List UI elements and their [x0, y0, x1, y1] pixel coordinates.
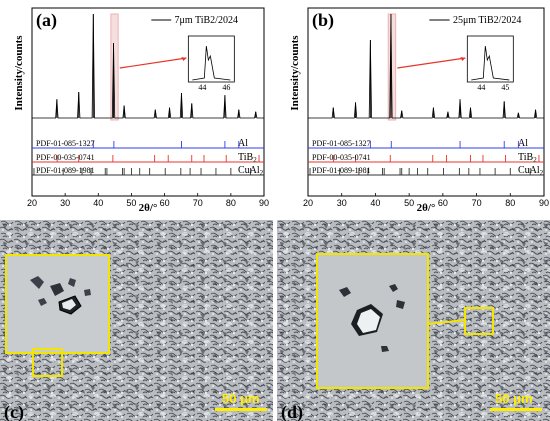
- panel-label: (c): [4, 402, 24, 421]
- inset-tick-label: 44: [198, 83, 206, 92]
- scale-bar: [215, 408, 267, 411]
- panel-label: (d): [281, 402, 303, 421]
- scale-bar: [490, 408, 542, 411]
- x-tick-label: 70: [193, 198, 203, 208]
- x-tick-label: 60: [438, 198, 448, 208]
- micrograph-d: (d) 50 μm: [277, 220, 550, 421]
- scale-bar-label: 50 μm: [222, 391, 260, 406]
- x-tick-label: 50: [404, 198, 414, 208]
- x-tick-label: 40: [93, 198, 103, 208]
- x-axis-label: 2θ/°: [139, 202, 158, 212]
- zoom-arrow: [397, 57, 466, 69]
- micrograph-image-d: (d) 50 μm: [277, 220, 550, 421]
- inset-frame: [187, 35, 235, 83]
- zoom-connector: [427, 319, 466, 325]
- ref-phase-name: Al: [238, 138, 248, 149]
- xrd-panel-a: (a) 7μm TiB2/2024 44 46 PDF-01-085-1327 Al PDF…: [0, 0, 270, 212]
- ref-card-label: PDF-00-035-0741: [36, 153, 95, 162]
- xrd-pattern-line: [32, 13, 264, 119]
- ref-phase-name: CuAl: [518, 165, 540, 176]
- x-tick-label: 40: [370, 198, 380, 208]
- x-axis-label: 2θ/°: [417, 202, 436, 212]
- x-tick-label: 30: [337, 198, 347, 208]
- x-tick-label: 60: [160, 198, 170, 208]
- xrd-chart-a: (a) 7μm TiB2/2024 44 46 PDF-01-085-1327 Al PDF…: [13, 7, 269, 212]
- xrd-panel-b: (b) 25μm TiB2/2024 44 45 PDF-01-085-1327 Al PD…: [276, 0, 550, 212]
- micrograph-c: (c) 50 μm: [0, 220, 273, 421]
- inset-tick-label: 45: [501, 83, 509, 92]
- inset-box: [5, 254, 110, 354]
- ref-card-label: PDF-00-035-0741: [312, 153, 371, 162]
- y-axis-label: Intensity/counts: [13, 35, 25, 111]
- plot-frame: [307, 7, 545, 197]
- micrograph-image-c: (c) 50 μm: [0, 220, 273, 421]
- scale-bar-label: 50 μm: [495, 391, 533, 406]
- plot-area: (a) 7μm TiB2/2024 44 46 PDF-01-085-1327 Al PDF…: [13, 7, 269, 212]
- legend-label: 7μm TiB2/2024: [175, 15, 238, 26]
- ref-card-label: PDF-01-085-1327: [36, 139, 95, 148]
- plot-frame: [31, 7, 265, 197]
- legend-label: 25μm TiB2/2024: [453, 15, 521, 26]
- panel-label: (b): [312, 10, 334, 31]
- ref-phase-subscript: 2: [540, 169, 544, 177]
- x-tick-label: 50: [126, 198, 136, 208]
- x-tick-label: 80: [226, 198, 236, 208]
- ref-phase-label: TiB2: [518, 152, 537, 164]
- ref-phase-name: TiB: [238, 152, 254, 163]
- ref-phase-label: Al: [238, 138, 248, 149]
- x-tick-label: 20: [27, 198, 37, 208]
- ref-phase-label: CuAl2: [518, 165, 544, 177]
- inset-particles: [30, 276, 91, 315]
- ref-phase-name: CuAl: [238, 165, 260, 176]
- ref-phase-subscript: 2: [533, 156, 537, 164]
- inset-tick-label: 46: [222, 83, 230, 92]
- x-tick-label: 90: [259, 198, 269, 208]
- ref-phase-label: TiB2: [238, 152, 257, 164]
- inset-peak-line: [471, 45, 510, 81]
- y-axis-label: Intensity/counts: [289, 35, 301, 111]
- arrow-head: [181, 57, 187, 61]
- inset-particles: [339, 284, 405, 352]
- ref-phase-name: TiB: [518, 152, 534, 163]
- x-tick-label: 70: [472, 198, 482, 208]
- zoom-arrow: [119, 57, 187, 69]
- ref-phase-name: Al: [518, 138, 528, 149]
- peak-highlight-box: [110, 13, 119, 121]
- ref-card-label: PDF-01-089-1981: [312, 166, 371, 175]
- x-tick-label: 80: [505, 198, 515, 208]
- xrd-chart-b: (b) 25μm TiB2/2024 44 45 PDF-01-085-1327 Al PD…: [289, 7, 549, 212]
- inset-frame: [466, 35, 514, 83]
- x-tick-label: 20: [303, 198, 313, 208]
- ref-phase-label: CuAl2: [238, 165, 264, 177]
- arrow-head: [460, 57, 466, 61]
- xrd-pattern-line: [308, 13, 544, 119]
- region-box: [32, 348, 63, 377]
- inset-peak-line: [192, 45, 231, 81]
- panel-label: (a): [36, 10, 57, 31]
- ref-card-label: PDF-01-089-1981: [36, 166, 95, 175]
- ref-card-label: PDF-01-085-1327: [312, 139, 371, 148]
- plot-area: (b) 25μm TiB2/2024 44 45 PDF-01-085-1327 Al PD…: [289, 7, 549, 212]
- ref-phase-label: Al: [518, 138, 528, 149]
- x-tick-label: 90: [539, 198, 549, 208]
- ref-phase-subscript: 2: [253, 156, 257, 164]
- x-tick-label: 30: [60, 198, 70, 208]
- inset-tick-label: 44: [477, 83, 485, 92]
- ref-phase-subscript: 2: [260, 169, 264, 177]
